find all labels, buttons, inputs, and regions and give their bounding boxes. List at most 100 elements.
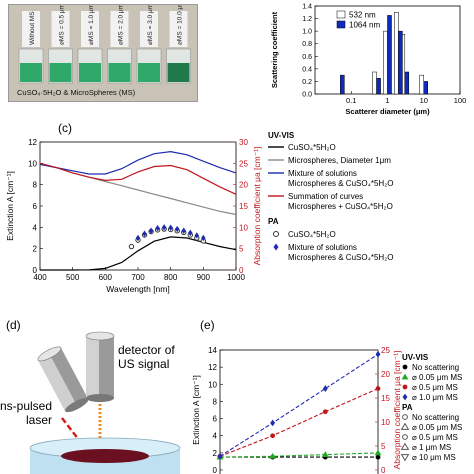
vial-label-card [51, 11, 70, 47]
y2-tick-label: 0 [239, 266, 244, 275]
bar [419, 74, 424, 95]
legend-marker [273, 243, 279, 251]
legend-label: 532 nm [349, 11, 376, 20]
legend-label: Microspheres + CuSO₄*5H₂O [288, 202, 393, 211]
vial-liquid [49, 63, 72, 82]
plot-frame [219, 349, 379, 474]
x-axis-label: Scatterer diameter (μm) [345, 107, 430, 116]
pa-setup-diagram: detector of US signal ns-pulsed laser [0, 331, 181, 474]
data-point [270, 433, 276, 439]
vial-label: Without MS [29, 11, 36, 45]
data-point [375, 454, 381, 460]
y2-tick-label: 0 [381, 466, 386, 474]
data-point [322, 385, 328, 392]
legend-label: ⌀ 0.5 μm MS [412, 433, 458, 442]
y-tick-label: 2 [213, 449, 218, 458]
y-tick-label: 1.4 [302, 4, 312, 11]
legend-label: No scattering [412, 413, 459, 422]
x-axis-label: Wavelength [nm] [106, 284, 169, 294]
pa-data-point [135, 234, 141, 242]
scattering-bar-chart: 0.0 0.2 0.4 0.6 0.8 1.0 1.2 1.4 0.1 1 10 100 Scatter… [270, 4, 467, 117]
x-tick-label: 600 [99, 273, 113, 282]
data-point [270, 419, 276, 427]
pa-data-point [168, 224, 173, 231]
fit-line [219, 388, 379, 457]
legend-marker [402, 434, 408, 440]
y-tick-label: 0.0 [302, 92, 312, 99]
detector-label-2: US signal [118, 357, 169, 371]
y-tick-label: 2 [33, 245, 38, 254]
y2-tick-label: 30 [239, 138, 248, 147]
bar [394, 12, 399, 95]
x-tick-label: 400 [33, 273, 47, 282]
x-tick-label: 1000 [227, 273, 245, 282]
y-tick-label: 0.2 [302, 79, 312, 86]
vials-illustration: Without MS ⌀MS = 0.5 μm ⌀MS = 1.0 μm ⌀MS = … [17, 0, 191, 97]
vial-label: ⌀MS = 10.0 μm [177, 5, 184, 45]
panel-e-label: (e) [200, 318, 215, 332]
data-point [374, 449, 382, 456]
laser-label-2: laser [26, 413, 52, 427]
data-point [269, 452, 277, 459]
legend-label: ⌀ 1.0 μm MS [412, 393, 458, 402]
vial-label: ⌀MS = 3.0 μm [147, 5, 154, 45]
x-tick-label: 10 [420, 96, 428, 105]
y-tick-label: 12 [28, 138, 37, 147]
vial-label-card [110, 11, 129, 47]
legend-label: ⌀ 1 μm MS [412, 443, 451, 452]
y2-axis-label: Absorption coefficient μa [cm⁻¹] [392, 351, 402, 470]
y-tick-label: 0.8 [302, 41, 312, 48]
detector-label-1: detector of [118, 343, 175, 357]
bar [398, 30, 403, 95]
y-tick-label: 12 [208, 363, 217, 372]
x-tick-label: 100 [454, 96, 467, 105]
bar [404, 71, 410, 95]
legend-marker [400, 454, 410, 462]
vial-liquid [167, 63, 190, 82]
x-tick-label: 700 [131, 273, 145, 282]
legend-label: Microspheres & CuSO₄*5H₂O [288, 253, 394, 262]
y2-tick-label: 15 [381, 394, 390, 403]
pa-data-point [148, 227, 154, 234]
y-axis-label: Extinction A [cm⁻¹] [5, 171, 15, 241]
legend-label: ⌀ 10 μm MS [412, 453, 456, 462]
photo-caption: CuSO₄·5H₂O & MicroSpheres (MS) [17, 88, 136, 97]
vials-photo: Without MS ⌀MS = 0.5 μm ⌀MS = 1.0 μm ⌀MS = … [8, 0, 198, 102]
y-tick-label: 10 [208, 380, 217, 389]
y-axis-label: Extinction A [cm⁻¹] [191, 375, 201, 445]
legend-label: Summation of curves [288, 192, 363, 201]
panel-d-label: (d) [6, 318, 21, 332]
y2-tick-label: 5 [239, 245, 244, 254]
legend-title-uvvis: UV-VIS [268, 131, 295, 140]
y-tick-label: 4 [213, 432, 218, 441]
bar [423, 81, 428, 95]
bar [372, 71, 377, 95]
x-tick-label: 500 [66, 273, 80, 282]
legend-marker [402, 393, 408, 401]
legend-label: ⌀ 0.5 μm MS [412, 383, 458, 392]
legend-marker [400, 422, 410, 430]
data-point [217, 452, 223, 460]
legend-label: Microspheres & CuSO₄*5H₂O [288, 179, 394, 188]
y-axis-label: Scattering coefficient [270, 11, 279, 88]
laser-source-cylinder [37, 346, 89, 413]
vial-label-card [169, 11, 188, 47]
series-line [39, 162, 237, 195]
legend-label: CuSO₄*5H₂O [288, 230, 336, 239]
legend-title-pa: PA [402, 403, 413, 412]
y-tick-label: 8 [33, 181, 38, 190]
legend-swatch [336, 20, 346, 29]
legend-label: ⌀ 0.05 μm MS [412, 373, 462, 382]
x-tick-label: 900 [197, 273, 211, 282]
pa-data-point [194, 232, 199, 239]
x-tick-label: 800 [164, 273, 178, 282]
pa-data-point [188, 229, 193, 237]
bar [376, 78, 381, 95]
legend-label: CuSO₄*5H₂O [288, 143, 336, 152]
y-tick-label: 6 [33, 202, 38, 211]
y2-tick-label: 15 [239, 202, 248, 211]
y2-tick-label: 25 [381, 346, 390, 355]
y-tick-label: 1.0 [302, 29, 312, 36]
vial-liquid [138, 63, 160, 82]
legend-label: Mixture of solutions [288, 243, 357, 252]
